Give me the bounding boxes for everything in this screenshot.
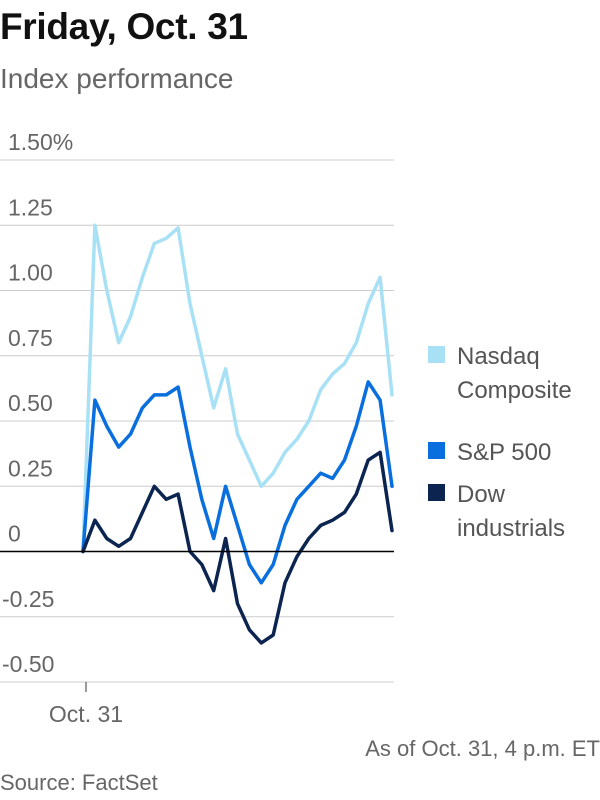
legend-swatch-dow	[428, 484, 445, 501]
source-note: Source: FactSet	[0, 770, 158, 795]
chart-subtitle: Index performance	[0, 63, 234, 94]
y-tick-label: 0.75	[8, 325, 53, 351]
legend-item-dow: Dow industrials	[428, 478, 597, 546]
axis-labels: 1.50% 1.25 1.00 0.75 0.50 0.25 0 -0.25 -0.50 Oct.…	[2, 129, 123, 727]
y-tick-label: -0.25	[2, 586, 54, 612]
legend-label-sp500: S&P 500	[457, 439, 552, 466]
chart-title: Friday, Oct. 31	[0, 6, 248, 47]
timestamp-note: As of Oct. 31, 4 p.m. ET	[365, 736, 600, 761]
y-tick-label: 0.25	[8, 455, 53, 481]
legend-item-nasdaq: Nasdaq Composite	[428, 340, 597, 408]
legend-item-sp500: S&P 500	[428, 436, 597, 470]
nasdaq-line	[81, 223, 394, 554]
legend-swatch-nasdaq	[428, 346, 445, 363]
legend-label-nasdaq: Nasdaq Composite	[457, 343, 572, 404]
y-tick-label: -0.50	[2, 651, 54, 677]
y-tick-label: 1.50%	[8, 129, 73, 155]
sp500-line	[81, 380, 394, 585]
y-tick-label: 1.00	[8, 260, 53, 286]
series-lines	[81, 223, 394, 645]
x-tick-label: Oct. 31	[49, 701, 123, 727]
y-tick-label: 0.50	[8, 390, 53, 416]
y-tick-label: 0	[8, 521, 21, 547]
legend-swatch-sp500	[428, 442, 445, 459]
dow-line	[81, 450, 394, 645]
y-tick-label: 1.25	[8, 194, 53, 220]
gridlines	[0, 159, 394, 692]
legend-label-dow: Dow industrials	[457, 481, 566, 542]
